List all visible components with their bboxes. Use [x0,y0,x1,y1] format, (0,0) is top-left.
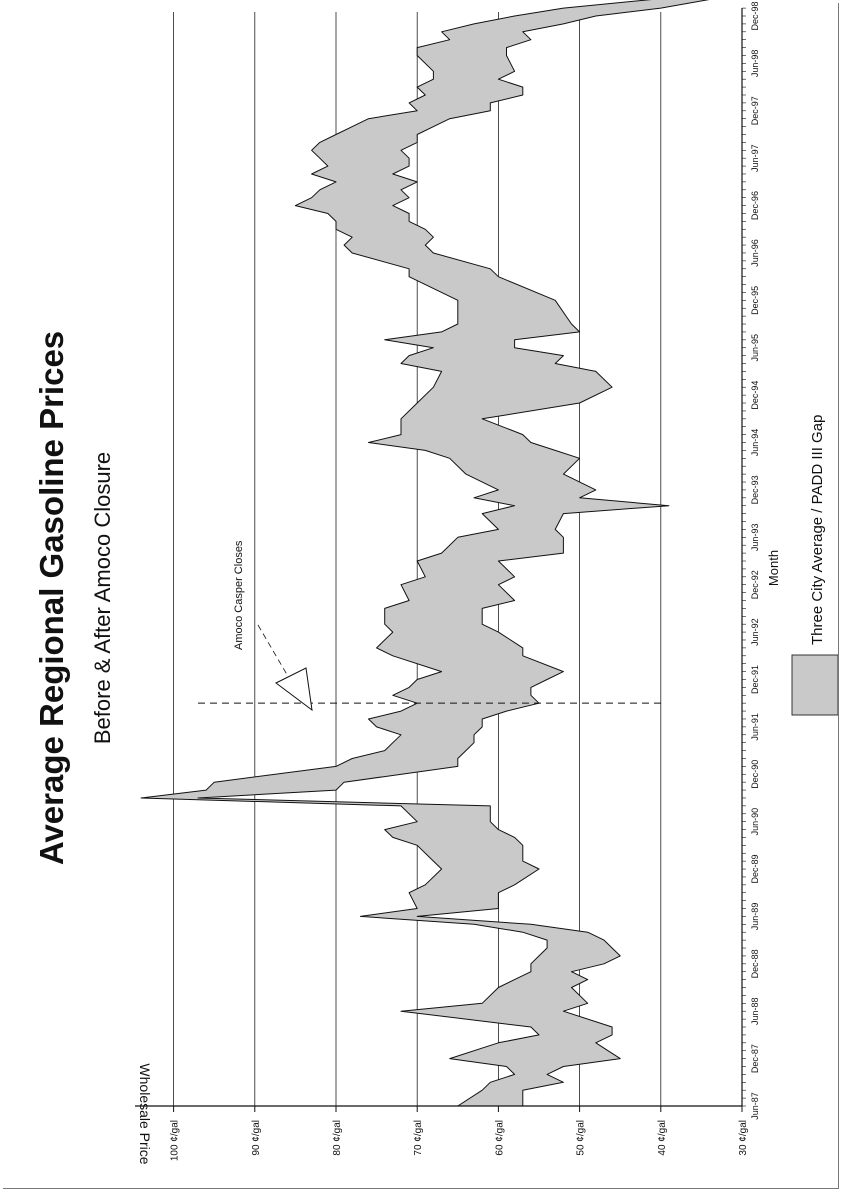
x-tick-label: Jun-98 [750,50,760,78]
x-tick-label: Dec-95 [750,286,760,315]
x-tick-label: Dec-89 [750,855,760,884]
chart-title: Average Regional Gasoline Prices [33,331,70,865]
x-tick-label: Jun-97 [750,144,760,172]
x-tick-label: Dec-93 [750,475,760,504]
x-tick-label: Dec-92 [750,570,760,599]
x-tick-label: Jun-95 [750,334,760,362]
y-tick-label: 70 ¢/gal [413,1120,424,1156]
x-tick-label: Dec-96 [750,191,760,220]
x-tick-label: Dec-91 [750,665,760,694]
x-tick-label: Jun-90 [750,808,760,836]
x-tick-labels: Jun-87 Dec-87 Jun-88 Dec-88 Jun-89 Dec-89 Jun-… [750,1,760,1119]
y-tick-label: 90 ¢/gal [251,1120,262,1156]
x-tick-label: Dec-88 [750,949,760,978]
x-tick-label: Jun-92 [750,618,760,646]
x-tick-label: Jun-91 [750,713,760,741]
annotation-arrowhead [275,667,313,712]
x-tick-label: Dec-87 [750,1044,760,1073]
price-gap-band [140,0,710,1107]
x-tick-label: Jun-87 [750,1092,760,1120]
y-tick-labels: 30 ¢/gal 40 ¢/gal 50 ¢/gal 60 ¢/gal 70 ¢/gal… [170,1120,749,1161]
closure-annotation: Amoco Casper Closes [233,540,245,650]
x-tick-label: Dec-94 [750,381,760,410]
x-tick-label: Dec-98 [750,1,760,30]
chart-subtitle: Before & After Amoco Closure [90,452,115,744]
x-tick-label: Dec-90 [750,760,760,789]
x-tick-label: Jun-88 [750,997,760,1025]
y-tick-label: 50 ¢/gal [576,1120,587,1156]
y-tick-label: 80 ¢/gal [332,1120,343,1156]
y-tick-label: 30 ¢/gal [738,1120,749,1156]
closure-marker [198,624,662,712]
axes [135,7,746,1112]
legend-label: Three City Average / PADD III Gap [809,415,826,645]
x-tick-label: Jun-93 [750,524,760,552]
x-tick-label: Dec-97 [750,96,760,125]
y-tick-label: 100 ¢/gal [170,1120,181,1161]
page-frame [3,3,839,1189]
y-tick-label: 60 ¢/gal [494,1120,505,1156]
x-tick-label: Jun-96 [750,239,760,267]
x-axis-title: Month [766,550,781,586]
y-axis-title: Wholesale Price [137,1063,153,1164]
x-tick-label: Jun-94 [750,429,760,457]
x-tick-label: Jun-89 [750,903,760,931]
y-tick-label: 40 ¢/gal [657,1120,668,1156]
